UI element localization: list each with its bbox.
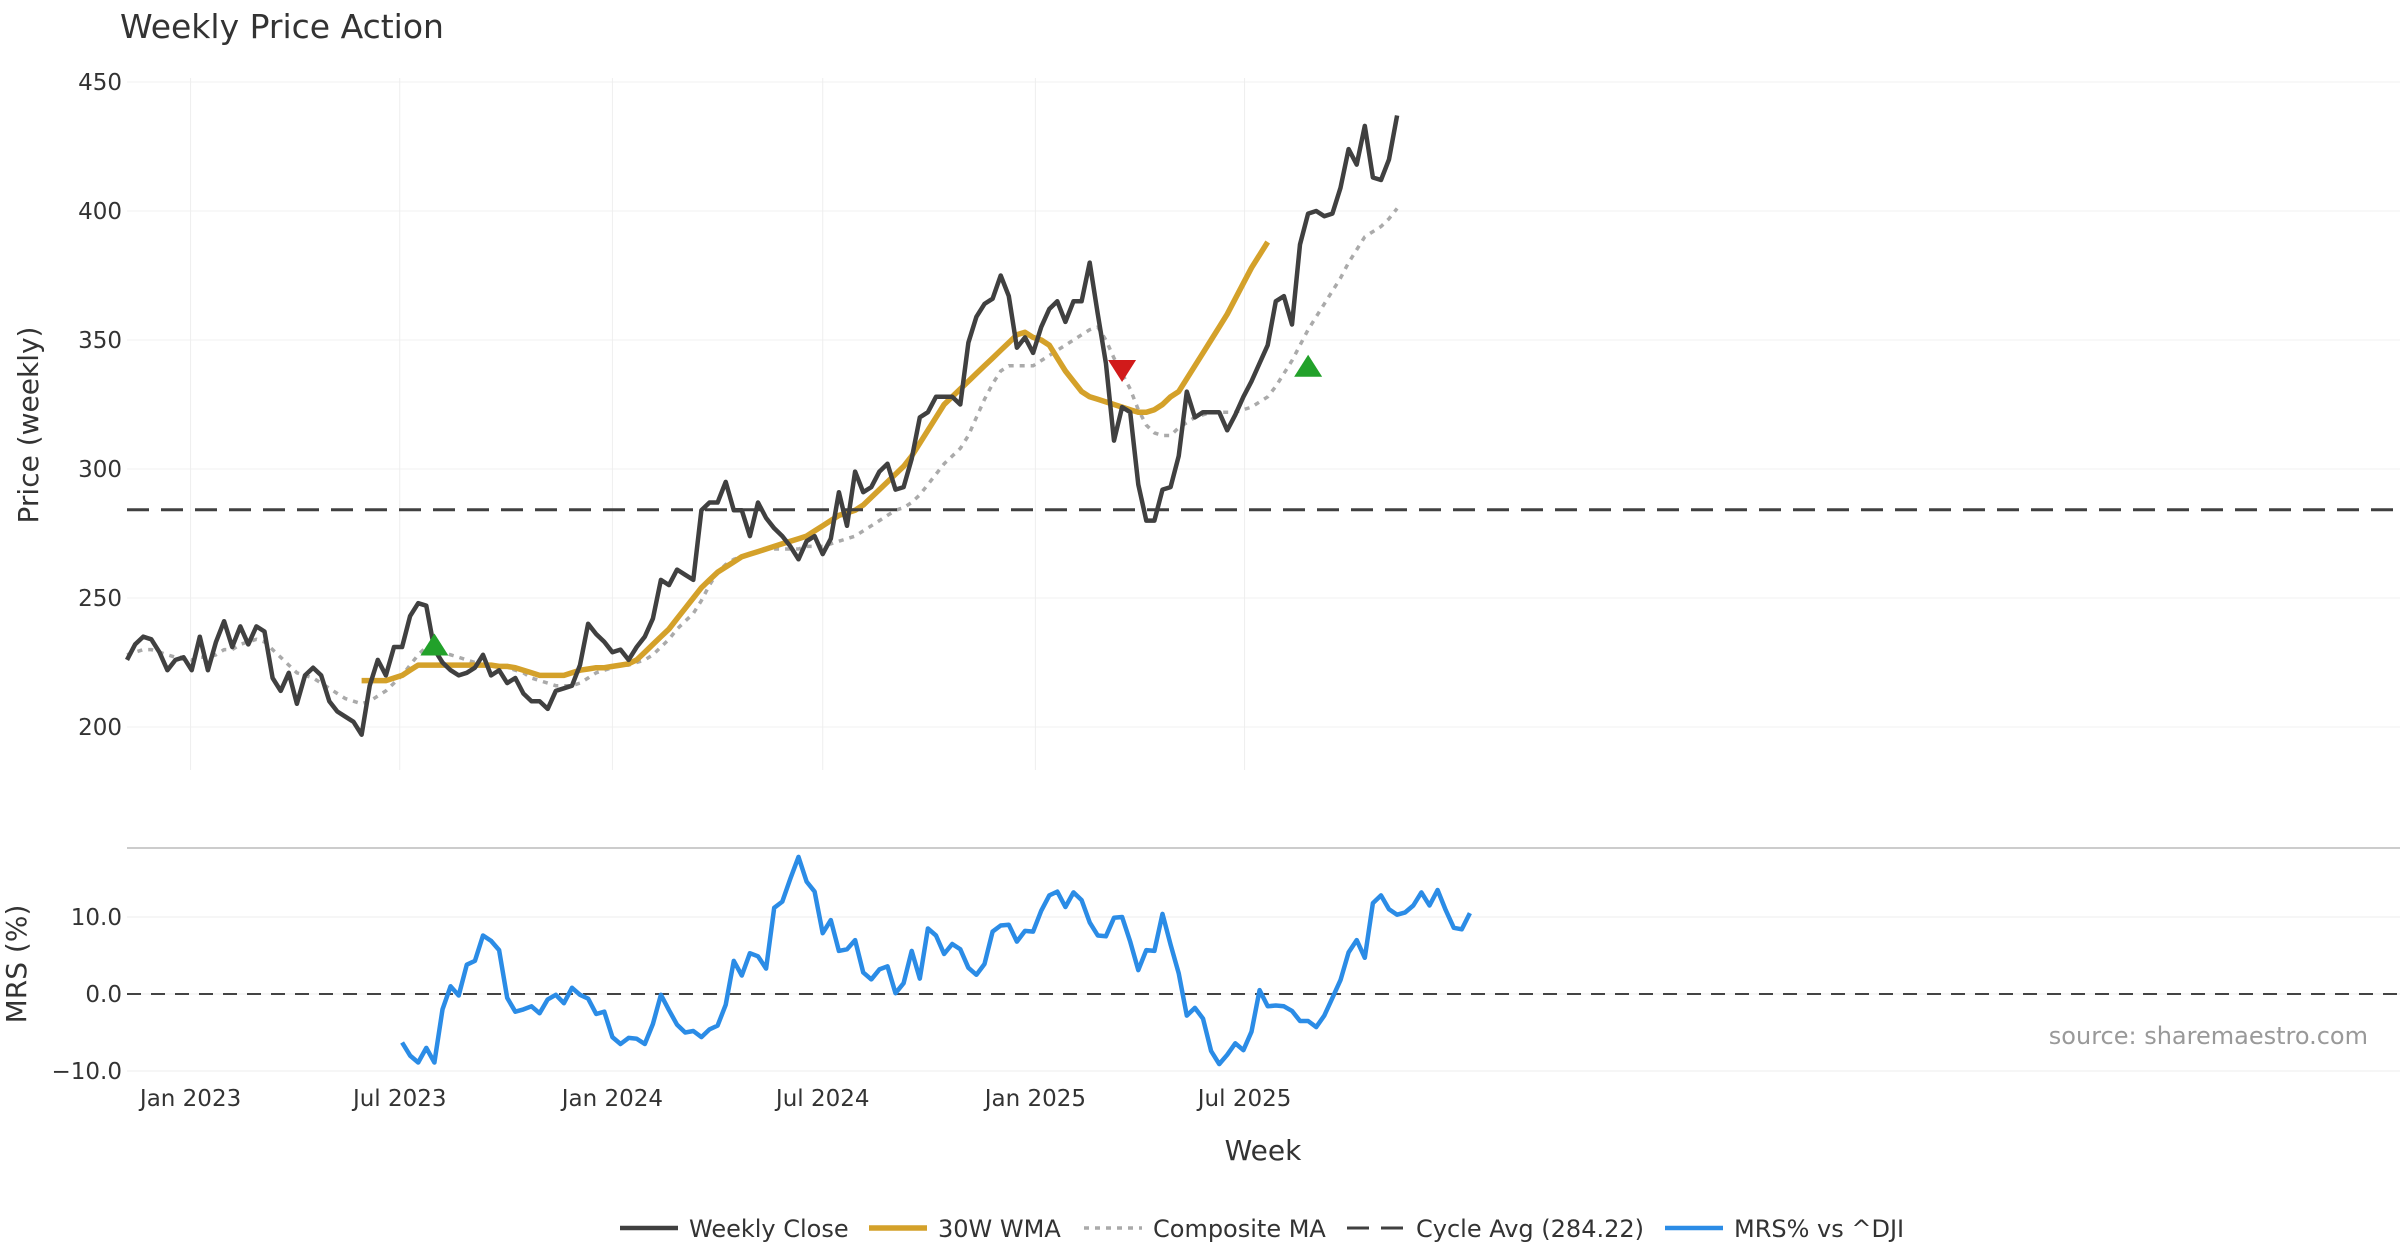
legend: Weekly Close 30W WMA Composite MA Cycle Avg…: [620, 1215, 1904, 1243]
mrs-vs-dji-line: [400, 854, 1472, 1067]
legend-label-mrs-vs-dji: MRS% vs ^DJI: [1734, 1215, 1904, 1243]
legend-label-30w-wma: 30W WMA: [938, 1215, 1061, 1243]
x-tick: Jan 2023: [138, 1086, 241, 1112]
mrs-y-ticks: −10.0 0.0 10.0: [52, 905, 122, 1085]
x-tick: Jan 2025: [983, 1086, 1086, 1112]
source-note: source: sharemaestro.com: [2049, 1022, 2368, 1050]
composite-ma-line: [126, 207, 1399, 706]
signal-markers: [420, 354, 1323, 656]
mrs-panel: −10.0 0.0 10.0 MRS (%) source: sharemaestr…: [0, 854, 2400, 1085]
chart-title: Weekly Price Action: [120, 7, 444, 46]
price-y-tick: 250: [78, 586, 122, 612]
mrs-y-tick: 0.0: [85, 982, 122, 1008]
mrs-y-tick: 10.0: [71, 905, 122, 931]
price-y-tick: 450: [78, 70, 122, 96]
x-axis-title: Week: [1225, 1134, 1302, 1167]
x-tick: Jul 2024: [774, 1086, 870, 1112]
price-y-tick: 300: [78, 457, 122, 483]
price-grid: [127, 78, 2400, 770]
weekly-close-line: [125, 115, 1400, 737]
price-y-tick: 350: [78, 328, 122, 354]
price-y-tick: 200: [78, 715, 122, 741]
price-panel: 200 250 300 350 400 450 Price (weekly): [12, 70, 2400, 770]
legend-label-composite-ma: Composite MA: [1153, 1215, 1326, 1243]
buy-signal-marker: [420, 633, 449, 656]
mrs-lines: [400, 854, 1472, 1067]
x-ticks: Jan 2023 Jul 2023 Jan 2024 Jul 2024 Jan 2025…: [138, 1086, 1291, 1112]
price-y-axis-title: Price (weekly): [12, 327, 45, 524]
price-y-ticks: 200 250 300 350 400 450: [78, 70, 122, 741]
x-tick: Jul 2023: [351, 1086, 447, 1112]
buy-signal-marker: [1294, 354, 1323, 377]
price-y-tick: 400: [78, 199, 122, 225]
sell-signal-marker: [1108, 359, 1137, 382]
legend-label-weekly-close: Weekly Close: [689, 1215, 849, 1243]
30w-wma-line: [361, 240, 1271, 684]
mrs-y-axis-title: MRS (%): [0, 905, 33, 1024]
x-tick: Jan 2024: [560, 1086, 663, 1112]
mrs-y-tick: −10.0: [52, 1059, 122, 1085]
legend-label-cycle-avg-284-22: Cycle Avg (284.22): [1416, 1215, 1644, 1243]
price-lines: [125, 115, 2400, 737]
x-tick: Jul 2025: [1196, 1086, 1292, 1112]
